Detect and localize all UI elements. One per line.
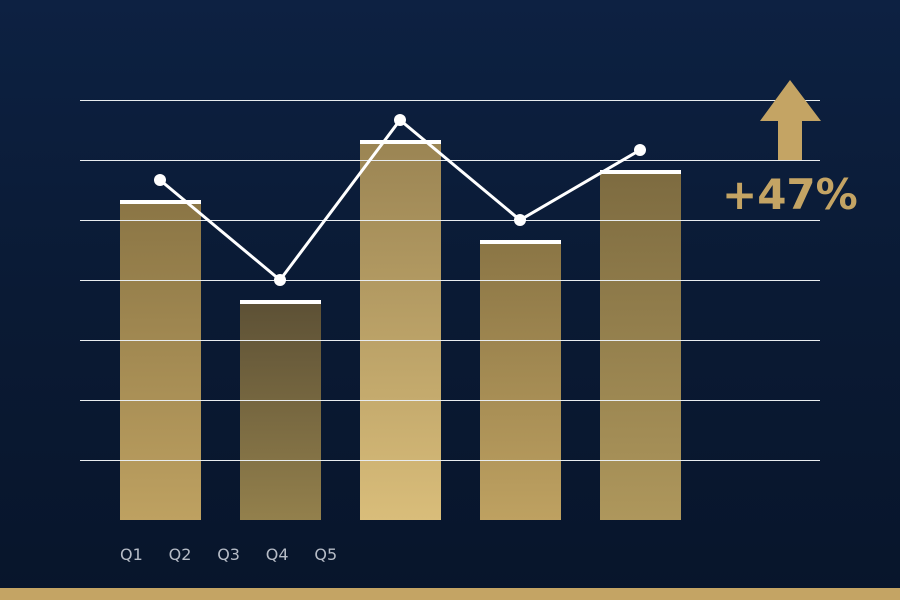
- x-tick: Q5: [314, 545, 338, 564]
- x-tick: Q1: [120, 545, 143, 564]
- bar-q1: [120, 200, 201, 520]
- x-tick: Q2: [168, 545, 192, 564]
- bar-q3: [360, 140, 441, 520]
- growth-label: +47%: [722, 170, 858, 219]
- up-arrow-icon: [760, 80, 821, 160]
- x-axis-labels: Q1 Q2 Q3 Q4 Q5: [120, 545, 363, 564]
- bars: [120, 140, 681, 520]
- bar-q2: [240, 300, 321, 520]
- trend-line: [154, 114, 646, 286]
- bottom-accent-bar: [0, 588, 900, 600]
- x-tick: Q3: [217, 545, 240, 564]
- bar-q5: [600, 170, 681, 520]
- bar-q4: [480, 240, 561, 520]
- x-tick: Q4: [265, 545, 289, 564]
